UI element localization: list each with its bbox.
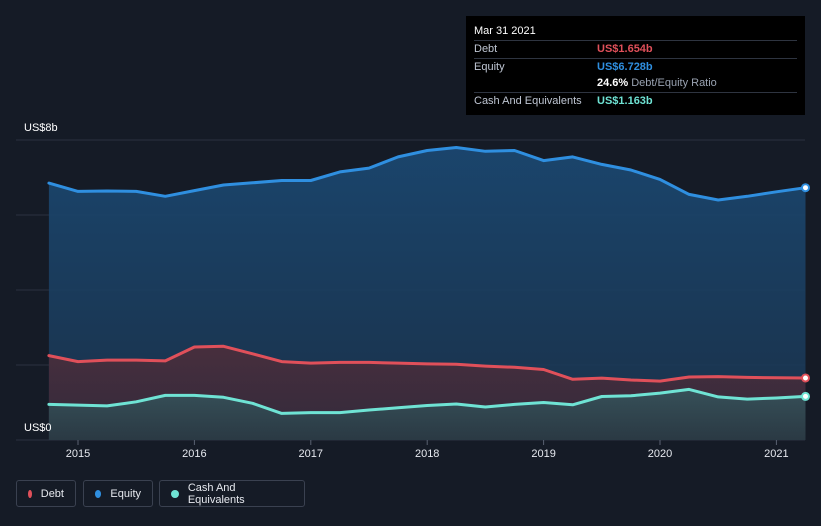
tooltip-debt-row: Debt US$1.654b [474, 40, 797, 58]
series-areas [48, 147, 806, 440]
legend-item-debt[interactable]: Debt [16, 480, 76, 507]
x-tick-label: 2018 [415, 448, 439, 460]
legend-debt-label: Debt [40, 487, 64, 500]
tooltip-debt-label: Debt [474, 43, 498, 56]
x-tick-label: 2015 [66, 448, 90, 460]
series-lines [47, 146, 807, 415]
x-tick-label: 2017 [299, 448, 323, 460]
legend-cash-label: Cash And Equivalents [187, 481, 245, 506]
tooltip-cash-row: Cash And Equivalents US$1.163b [474, 91, 797, 110]
tooltip-ratio-value: 24.6% [597, 77, 629, 90]
tooltip-date: Mar 31 2021 [474, 25, 536, 37]
x-tick-label: 2019 [531, 448, 555, 460]
y-axis-min-label: US$0 [24, 422, 52, 434]
series-end-markers [801, 183, 810, 401]
legend-item-equity[interactable]: Equity [83, 480, 153, 507]
tooltip-debt-value: US$1.654b [597, 43, 653, 56]
legend-item-cash[interactable]: Cash And Equivalents [159, 480, 305, 507]
legend-equity-label: Equity [110, 487, 141, 500]
tooltip-equity-row: Equity US$6.728b [474, 57, 797, 76]
tooltip-ratio-label: Debt/Equity Ratio [631, 77, 717, 90]
cash-end-marker[interactable] [801, 391, 810, 401]
equity-legend-dot-icon [95, 489, 102, 498]
debt-line [47, 344, 807, 383]
y-axis-max-label: US$8b [24, 122, 58, 134]
debt-legend-dot-icon [28, 489, 32, 498]
x-tick-label: 2020 [648, 448, 672, 460]
tooltip-cash-value: US$1.163b [597, 94, 653, 107]
x-tick-label: 2016 [182, 448, 206, 460]
x-axis-ticks: 2015 2016 2017 2018 2019 2020 2021 [66, 440, 789, 460]
cash-legend-dot-icon [171, 489, 179, 498]
tooltip-ratio-row: 24.6% Debt/Equity Ratio [474, 75, 797, 92]
equity-line [47, 146, 807, 202]
cash-area [48, 389, 806, 440]
tooltip-equity-label: Equity [474, 60, 505, 73]
cash-line [47, 387, 807, 415]
equity-end-marker[interactable] [801, 183, 810, 193]
tooltip-equity-value: US$6.728b [597, 60, 653, 73]
debt-end-marker[interactable] [801, 373, 810, 383]
data-tooltip: Mar 31 2021 Debt US$1.654b Equity US$6.7… [466, 16, 805, 115]
x-tick-label: 2021 [764, 448, 788, 460]
tooltip-cash-label: Cash And Equivalents [474, 94, 582, 107]
